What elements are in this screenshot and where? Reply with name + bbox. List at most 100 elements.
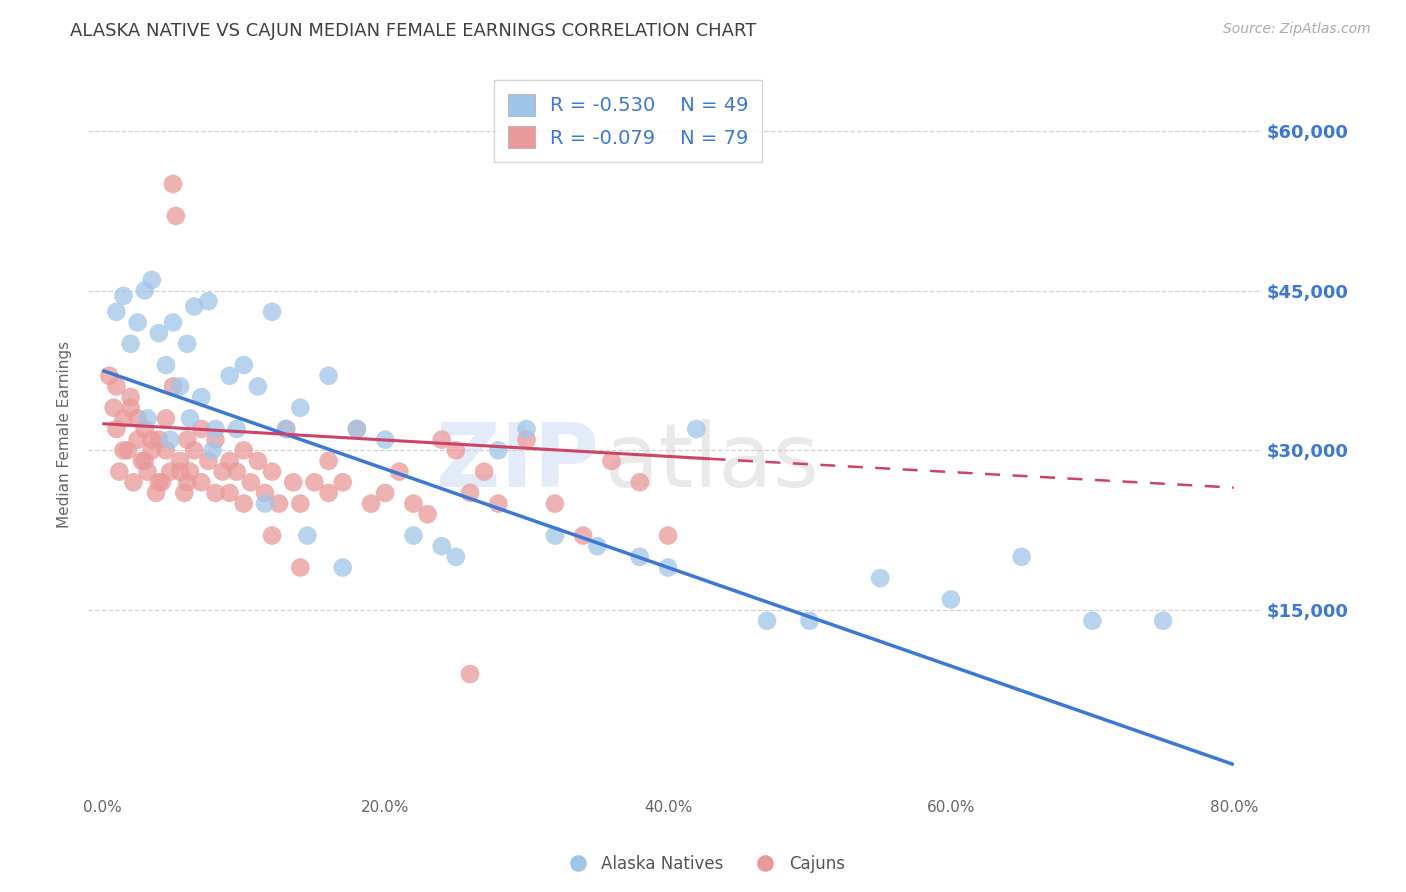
Point	[283, 475, 305, 490]
Point	[134, 454, 156, 468]
Point	[402, 528, 425, 542]
Point	[120, 336, 142, 351]
Point	[120, 390, 142, 404]
Point	[179, 411, 201, 425]
Point	[304, 475, 326, 490]
Point	[290, 497, 312, 511]
Point	[112, 289, 135, 303]
Point	[600, 454, 623, 468]
Point	[136, 465, 159, 479]
Point	[183, 300, 205, 314]
Point	[297, 528, 319, 542]
Point	[458, 667, 481, 681]
Point	[246, 454, 269, 468]
Point	[486, 443, 509, 458]
Point	[225, 422, 247, 436]
Point	[374, 433, 396, 447]
Point	[141, 443, 163, 458]
Point	[211, 465, 233, 479]
Point	[190, 422, 212, 436]
Point	[1152, 614, 1174, 628]
Point	[458, 486, 481, 500]
Point	[572, 528, 595, 542]
Point	[430, 539, 453, 553]
Point	[939, 592, 962, 607]
Point	[276, 422, 298, 436]
Point	[232, 443, 254, 458]
Point	[869, 571, 891, 585]
Point	[799, 614, 821, 628]
Point	[148, 326, 170, 340]
Point	[179, 465, 201, 479]
Point	[218, 486, 240, 500]
Point	[276, 422, 298, 436]
Point	[169, 379, 191, 393]
Point	[190, 390, 212, 404]
Point	[103, 401, 125, 415]
Y-axis label: Median Female Earnings: Median Female Earnings	[58, 341, 72, 528]
Point	[127, 316, 149, 330]
Point	[253, 497, 276, 511]
Point	[162, 177, 184, 191]
Point	[253, 486, 276, 500]
Point	[120, 401, 142, 415]
Point	[197, 454, 219, 468]
Point	[516, 433, 538, 447]
Point	[472, 465, 495, 479]
Point	[145, 486, 167, 500]
Point	[169, 454, 191, 468]
Point	[239, 475, 262, 490]
Point	[756, 614, 779, 628]
Point	[117, 443, 139, 458]
Point	[332, 475, 354, 490]
Point	[374, 486, 396, 500]
Text: ZIP: ZIP	[436, 419, 599, 507]
Point	[127, 433, 149, 447]
Point	[232, 497, 254, 511]
Point	[204, 433, 226, 447]
Point	[218, 454, 240, 468]
Point	[112, 443, 135, 458]
Text: ALASKA NATIVE VS CAJUN MEDIAN FEMALE EARNINGS CORRELATION CHART: ALASKA NATIVE VS CAJUN MEDIAN FEMALE EAR…	[70, 22, 756, 40]
Point	[176, 475, 198, 490]
Point	[1011, 549, 1033, 564]
Point	[159, 465, 181, 479]
Point	[197, 294, 219, 309]
Point	[246, 379, 269, 393]
Point	[112, 411, 135, 425]
Point	[127, 411, 149, 425]
Point	[173, 486, 195, 500]
Point	[98, 368, 121, 383]
Point	[260, 305, 283, 319]
Point	[183, 443, 205, 458]
Point	[346, 422, 368, 436]
Point	[657, 528, 679, 542]
Point	[430, 433, 453, 447]
Point	[155, 411, 177, 425]
Point	[134, 284, 156, 298]
Point	[134, 422, 156, 436]
Point	[204, 486, 226, 500]
Point	[346, 422, 368, 436]
Point	[360, 497, 382, 511]
Point	[388, 465, 411, 479]
Point	[141, 273, 163, 287]
Point	[150, 475, 173, 490]
Point	[332, 560, 354, 574]
Point	[105, 379, 128, 393]
Point	[201, 443, 224, 458]
Point	[628, 475, 651, 490]
Point	[516, 422, 538, 436]
Point	[260, 528, 283, 542]
Text: Source: ZipAtlas.com: Source: ZipAtlas.com	[1223, 22, 1371, 37]
Point	[544, 528, 567, 542]
Point	[232, 358, 254, 372]
Point	[159, 433, 181, 447]
Point	[628, 549, 651, 564]
Point	[169, 465, 191, 479]
Point	[486, 497, 509, 511]
Point	[290, 401, 312, 415]
Point	[318, 368, 340, 383]
Point	[1081, 614, 1104, 628]
Point	[108, 465, 131, 479]
